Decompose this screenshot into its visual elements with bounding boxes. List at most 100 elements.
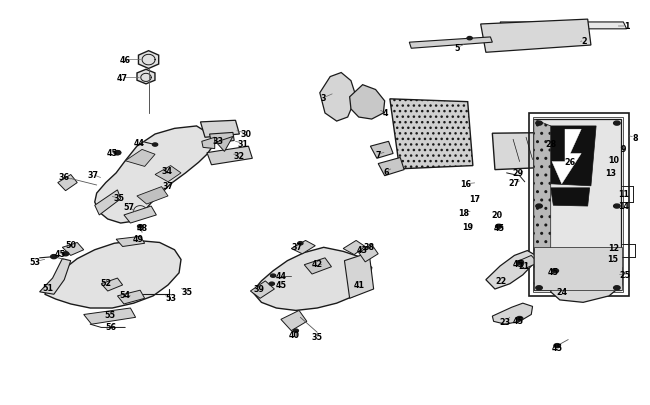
Text: 38: 38 xyxy=(363,243,374,252)
Text: 45: 45 xyxy=(513,316,524,325)
Text: 50: 50 xyxy=(65,241,76,249)
Text: 44: 44 xyxy=(133,138,144,147)
Text: 26: 26 xyxy=(565,158,576,166)
Text: 45: 45 xyxy=(548,267,559,276)
Text: 53: 53 xyxy=(165,293,176,302)
Text: 40: 40 xyxy=(289,330,300,339)
Text: 56: 56 xyxy=(105,322,116,331)
Text: 51: 51 xyxy=(42,284,53,292)
Text: 11: 11 xyxy=(618,189,629,198)
Polygon shape xyxy=(250,281,274,298)
Text: 35: 35 xyxy=(182,288,193,296)
Text: 24: 24 xyxy=(556,288,567,296)
Text: 37: 37 xyxy=(292,243,303,252)
Text: 46: 46 xyxy=(120,56,131,65)
Polygon shape xyxy=(58,175,77,191)
Text: 25: 25 xyxy=(619,271,630,279)
Text: 45: 45 xyxy=(493,223,504,232)
Text: 23: 23 xyxy=(500,317,511,326)
Polygon shape xyxy=(118,290,145,304)
Text: 31: 31 xyxy=(237,139,248,149)
Text: 32: 32 xyxy=(234,151,245,160)
Polygon shape xyxy=(95,127,214,224)
Circle shape xyxy=(293,329,298,333)
Polygon shape xyxy=(45,241,181,308)
Text: 42: 42 xyxy=(311,259,323,269)
Text: 10: 10 xyxy=(608,156,619,164)
Polygon shape xyxy=(410,38,492,49)
Text: 55: 55 xyxy=(104,310,115,319)
Circle shape xyxy=(51,255,57,259)
Text: 19: 19 xyxy=(462,222,473,231)
Text: 39: 39 xyxy=(254,285,265,294)
Text: 33: 33 xyxy=(213,136,224,146)
Text: 22: 22 xyxy=(496,277,507,286)
Text: 21: 21 xyxy=(518,262,529,271)
Polygon shape xyxy=(343,241,365,255)
Text: 13: 13 xyxy=(605,169,616,178)
Circle shape xyxy=(114,151,121,155)
Text: 2: 2 xyxy=(582,36,587,45)
Text: 28: 28 xyxy=(545,139,556,149)
Polygon shape xyxy=(62,243,84,256)
Polygon shape xyxy=(492,133,568,170)
Polygon shape xyxy=(95,190,121,215)
Polygon shape xyxy=(209,133,234,144)
Circle shape xyxy=(536,122,542,126)
Polygon shape xyxy=(552,130,581,184)
Polygon shape xyxy=(350,85,385,120)
Polygon shape xyxy=(252,248,372,311)
Polygon shape xyxy=(137,187,168,205)
Text: 9: 9 xyxy=(621,144,626,153)
Circle shape xyxy=(536,205,542,209)
Polygon shape xyxy=(516,256,538,269)
Polygon shape xyxy=(547,274,578,292)
Circle shape xyxy=(552,269,558,273)
Circle shape xyxy=(138,225,143,228)
Polygon shape xyxy=(320,73,356,122)
Text: 47: 47 xyxy=(117,74,128,83)
Text: 43: 43 xyxy=(357,246,368,255)
Circle shape xyxy=(536,286,542,290)
Polygon shape xyxy=(155,166,181,182)
Circle shape xyxy=(62,252,69,256)
Circle shape xyxy=(153,143,158,147)
Circle shape xyxy=(467,37,473,40)
Circle shape xyxy=(269,282,274,286)
Polygon shape xyxy=(281,311,307,331)
Text: 20: 20 xyxy=(491,210,502,219)
Polygon shape xyxy=(101,278,123,291)
Text: 45: 45 xyxy=(276,280,287,289)
Text: 7: 7 xyxy=(376,150,381,159)
Circle shape xyxy=(518,261,523,264)
Polygon shape xyxy=(137,70,155,85)
Text: 35: 35 xyxy=(312,332,322,341)
Polygon shape xyxy=(344,253,374,298)
Text: 45: 45 xyxy=(107,149,118,158)
Text: 4: 4 xyxy=(383,109,388,118)
Polygon shape xyxy=(116,237,145,247)
Text: 27: 27 xyxy=(509,179,520,188)
Text: 3: 3 xyxy=(321,94,326,103)
Text: 35: 35 xyxy=(113,194,124,203)
Polygon shape xyxy=(486,251,536,289)
Text: 49: 49 xyxy=(133,234,144,243)
Text: 37: 37 xyxy=(162,181,174,190)
Polygon shape xyxy=(40,259,71,294)
Polygon shape xyxy=(359,245,378,262)
Text: 29: 29 xyxy=(512,169,523,178)
Text: 18: 18 xyxy=(458,208,469,217)
Text: 45: 45 xyxy=(55,249,66,259)
Text: 52: 52 xyxy=(100,278,111,287)
Polygon shape xyxy=(534,120,621,290)
Text: 12: 12 xyxy=(608,243,619,252)
Text: 44: 44 xyxy=(276,271,287,280)
Circle shape xyxy=(554,344,560,348)
Polygon shape xyxy=(492,303,532,324)
Text: 48: 48 xyxy=(136,223,148,232)
Text: 45: 45 xyxy=(552,343,563,352)
Text: 53: 53 xyxy=(29,258,40,267)
Circle shape xyxy=(270,274,276,277)
Text: 34: 34 xyxy=(162,166,173,175)
Polygon shape xyxy=(202,138,214,149)
